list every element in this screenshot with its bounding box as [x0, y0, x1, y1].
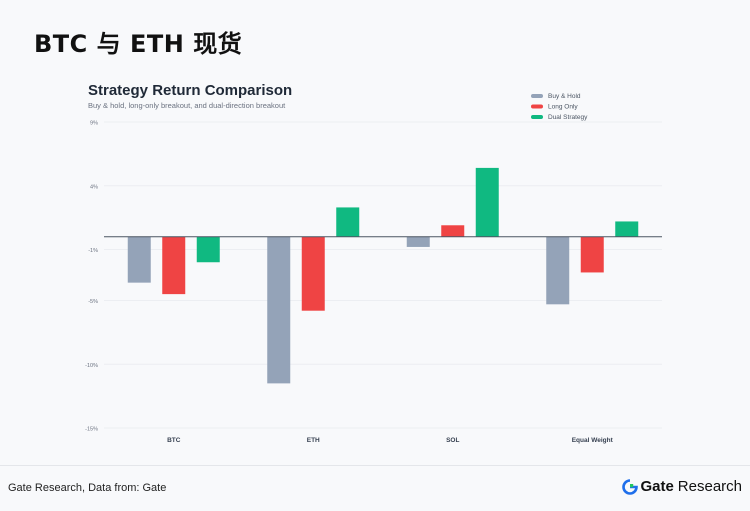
bar [162, 236, 186, 295]
bars-layer [127, 167, 639, 384]
legend-label: Dual Strategy [548, 114, 588, 121]
gate-logo-icon [622, 478, 639, 495]
legend-swatch [531, 94, 543, 98]
bar [301, 236, 325, 311]
bar-chart: Strategy Return Comparison Buy & hold, l… [85, 82, 662, 444]
brand: Gate Research [622, 478, 742, 495]
legend: Buy & Hold Long Only Dual Strategy [531, 93, 588, 121]
y-tick-label: -1% [88, 248, 98, 254]
bar [196, 236, 220, 263]
y-tick-label: -5% [88, 299, 98, 305]
y-tick-label: 9% [90, 121, 98, 127]
bar [475, 167, 499, 237]
bar [546, 236, 570, 305]
bar [441, 225, 465, 237]
brand-name: Gate [640, 478, 674, 495]
bar [336, 207, 360, 237]
x-tick-label: SOL [446, 437, 459, 444]
chart-title: Strategy Return Comparison [88, 82, 292, 99]
y-axis: 9% 4% -1% -5% -10% -15% [85, 121, 98, 433]
x-tick-label: ETH [307, 437, 320, 444]
x-tick-label: BTC [167, 437, 181, 444]
bar [615, 221, 639, 237]
chart-card: Strategy Return Comparison Buy & hold, l… [34, 68, 724, 462]
bar [267, 236, 291, 384]
y-tick-label: 4% [90, 184, 98, 190]
footer-divider [0, 465, 750, 466]
legend-label: Buy & Hold [548, 93, 581, 100]
grid-layer [104, 121, 662, 429]
legend-swatch [531, 115, 543, 119]
bar [580, 236, 604, 273]
chart-subtitle: Buy & hold, long-only breakout, and dual… [88, 101, 286, 110]
x-axis: BTC ETH SOL Equal Weight [167, 437, 614, 444]
brand-suffix: Research [677, 478, 742, 495]
y-tick-label: -10% [85, 363, 98, 369]
legend-swatch [531, 104, 543, 109]
footer-source: Gate Research, Data from: Gate [8, 482, 167, 494]
bar [127, 236, 151, 283]
legend-label: Long Only [548, 104, 578, 111]
page-title: BTC 与 ETH 现货 [34, 30, 243, 58]
bar [406, 236, 430, 247]
y-tick-label: -15% [85, 427, 98, 433]
x-tick-label: Equal Weight [572, 437, 614, 444]
